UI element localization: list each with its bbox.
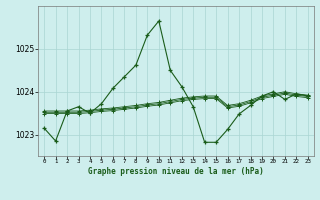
X-axis label: Graphe pression niveau de la mer (hPa): Graphe pression niveau de la mer (hPa) xyxy=(88,167,264,176)
